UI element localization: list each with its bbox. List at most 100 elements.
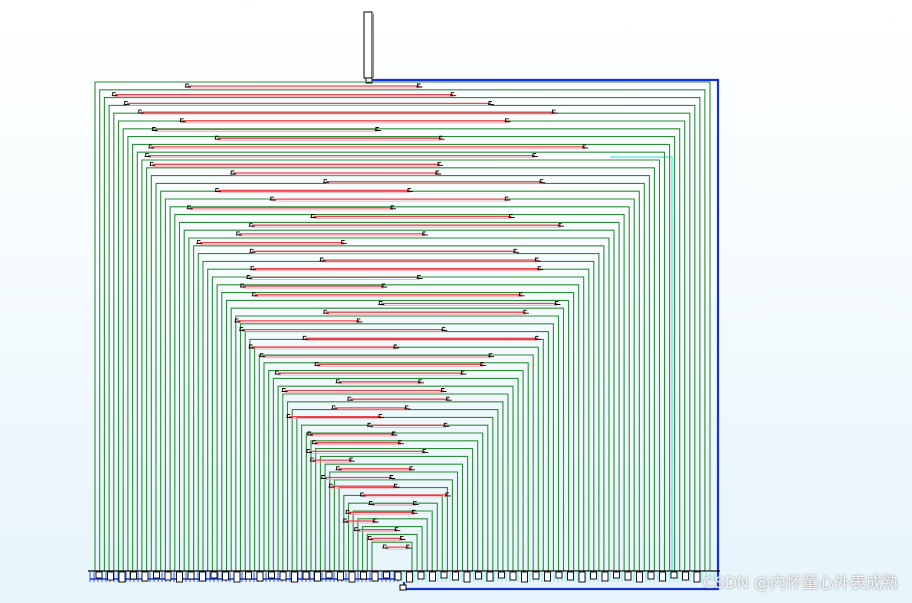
tap-marker-0-0 [184,83,191,88]
tap-marker-16-1 [558,222,564,227]
branch-wire-31 [239,323,554,571]
terminal-box [153,571,160,579]
tap-marker-13-1 [504,196,511,201]
source-pin [363,11,373,79]
tap-marker-7-1 [582,144,589,149]
tap-marker-52-0 [367,535,374,540]
terminal-box [555,571,563,579]
branch-wire-19 [183,229,615,571]
branch-wire-38 [272,377,519,571]
branch-wire-27 [221,292,575,571]
tap-marker-42-1 [422,448,429,453]
terminal-box [107,571,114,581]
branch-wire-4 [113,112,691,571]
terminal-box [544,571,551,582]
tap-marker-5-0 [151,127,158,131]
tap-marker-35-1 [440,388,447,392]
terminal-box [394,571,402,581]
source-pin-shadow [372,14,374,78]
tap-marker-1-1 [450,92,457,97]
branch-wire-23 [202,260,595,571]
branch-wire-12 [150,175,650,571]
branch-wire-17 [174,214,625,571]
branch-wire-40 [282,393,509,571]
tap-marker-39-0 [367,422,373,427]
branch-wire-47 [315,448,474,571]
terminal-box [670,571,678,579]
tap-marker-16-0 [248,222,255,227]
tap-marker-8-0 [144,153,151,158]
terminal-box [245,571,252,580]
tap-marker-33-0 [274,370,281,375]
tap-marker-3-0 [137,109,144,114]
terminal-box [682,571,689,581]
terminal-box [567,571,574,581]
tap-marker-21-0 [250,266,257,271]
tap-marker-44-0 [335,466,342,471]
branch-wire-43 [296,416,494,571]
branch-wire-7 [127,136,676,571]
tap-marker-11-0 [323,179,330,184]
terminal-box [268,571,275,579]
tap-marker-31-0 [259,353,266,358]
tap-marker-18-1 [340,240,347,245]
tap-marker-49-0 [345,509,352,514]
tap-marker-37-1 [404,405,411,410]
terminal-box [302,571,310,580]
terminal-box [325,571,333,579]
tap-marker-47-0 [359,492,366,497]
terminal-box [601,571,609,582]
terminal-box [279,571,287,581]
tap-marker-5-1 [374,127,381,131]
branch-wire-26 [216,284,580,571]
tap-marker-25-1 [554,301,561,305]
tap-marker-51-0 [353,527,360,532]
tap-marker-17-0 [235,231,242,236]
tap-marker-9-0 [149,161,156,166]
tap-marker-9-1 [437,161,444,166]
tap-marker-39-1 [443,422,450,427]
tap-marker-4-1 [504,118,511,123]
tap-marker-42-0 [306,448,312,453]
tap-marker-4-0 [179,118,186,123]
tap-marker-6-0 [214,135,221,140]
terminal-box [624,571,632,581]
tap-marker-32-1 [479,361,486,366]
branch-wire-21 [193,245,605,571]
branch-wire-50 [329,471,459,571]
tap-marker-19-0 [249,248,256,253]
branch-wire-6 [122,128,681,571]
terminal-box [95,571,103,579]
terminal-box [532,571,540,580]
terminal-box [314,571,321,582]
return-wire [610,156,673,571]
tap-marker-23-0 [239,283,246,288]
branch-wire-36 [263,362,529,571]
tap-marker-28-0 [239,327,246,332]
terminal-box [578,571,586,583]
tap-marker-38-1 [378,414,385,419]
terminal-box [636,571,643,583]
branch-wire-37 [268,370,524,571]
terminal-box [521,571,528,583]
tap-marker-46-1 [393,483,400,488]
terminal-box [693,571,701,583]
tap-marker-47-1 [444,492,451,497]
tap-marker-50-0 [342,518,349,523]
tap-marker-26-0 [323,309,330,314]
tap-marker-11-1 [539,179,546,184]
tap-marker-17-1 [421,231,428,236]
terminal-box [337,571,344,581]
terminal-box [406,571,413,583]
tap-marker-10-0 [230,170,237,175]
branch-wire-33 [249,338,544,571]
terminal-box [498,571,505,579]
terminal-box [164,571,172,581]
tap-marker-43-1 [348,457,355,462]
tap-marker-6-1 [438,135,445,140]
branch-wire-28 [225,299,570,571]
tap-marker-22-1 [416,274,423,279]
branch-wire-49 [324,463,464,571]
terminal-box [187,571,195,580]
